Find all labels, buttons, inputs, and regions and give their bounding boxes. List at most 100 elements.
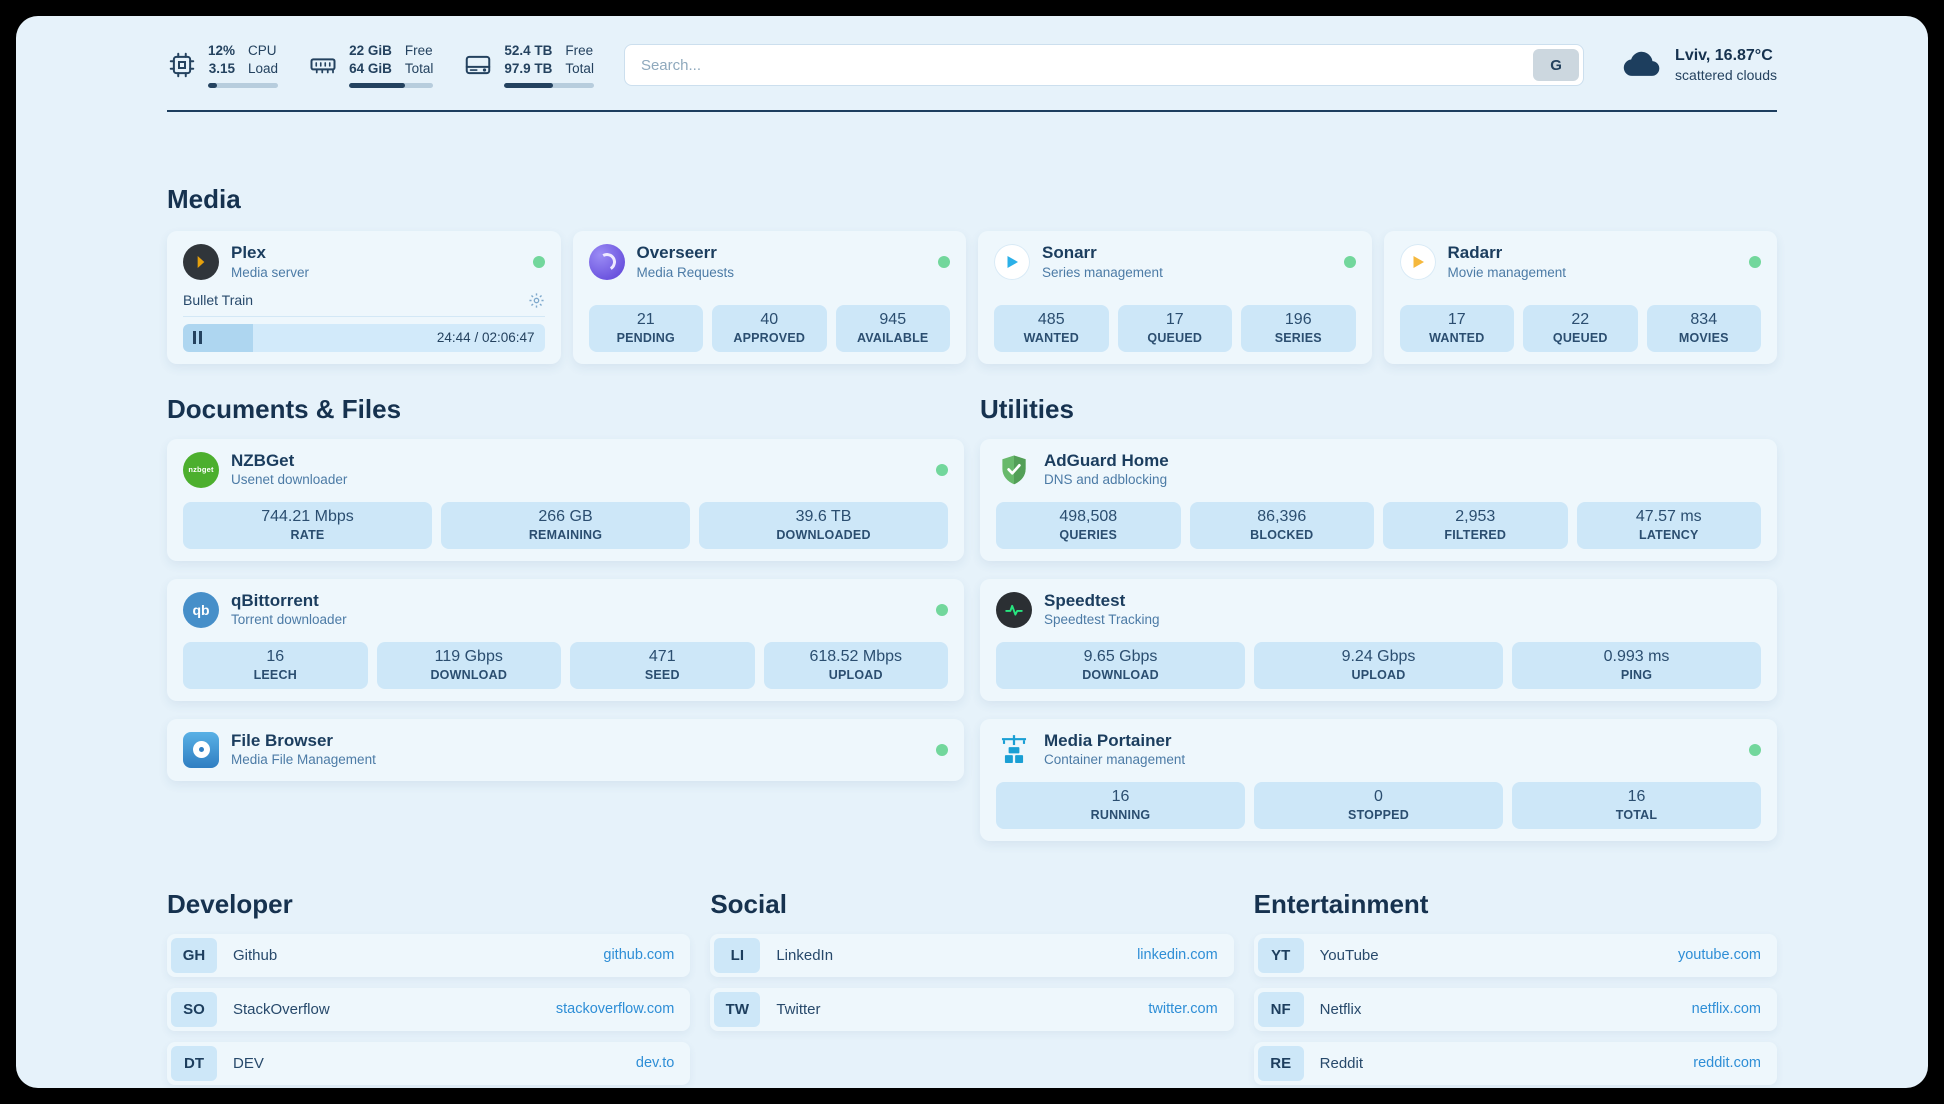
settings-gear-icon[interactable] (528, 292, 545, 309)
stat-value: 618.52 Mbps (809, 647, 902, 665)
stat-box: 2,953 FILTERED (1383, 501, 1568, 549)
stat-value: 16 (1627, 787, 1646, 805)
bookmark-youtube[interactable]: YT YouTube youtube.com (1253, 933, 1777, 977)
bookmark-stackoverflow[interactable]: SO StackOverflow stackoverflow.com (167, 987, 691, 1031)
stat-box: 471 SEED (570, 641, 755, 689)
disk-free-value: 52.4 TB (504, 43, 553, 58)
stat-box: 47.57 ms LATENCY (1576, 501, 1761, 549)
stat-label: SERIES (1274, 330, 1322, 345)
stat-box: 0.993 ms PING (1512, 641, 1761, 689)
bookmark-abbr: DT (171, 1045, 217, 1081)
portainer-card[interactable]: Media Portainer Container management 16 … (980, 718, 1777, 841)
stat-value: 17 (1165, 310, 1184, 328)
service-subtitle: DNS and adblocking (1044, 472, 1168, 488)
bookmark-github[interactable]: GH Github github.com (167, 933, 691, 977)
ram-free-value: 22 GiB (349, 43, 392, 58)
status-dot-online (1749, 256, 1761, 269)
speedtest-card[interactable]: Speedtest Speedtest Tracking 9.65 Gbps D… (980, 578, 1777, 701)
bookmark-abbr: TW (714, 991, 761, 1027)
bookmark-name: YouTube (1319, 946, 1379, 964)
bookmark-dev[interactable]: DT DEV dev.to (167, 1041, 691, 1085)
service-name: NZBGet (231, 450, 295, 470)
service-name: qBittorrent (231, 590, 319, 610)
radarr-card[interactable]: Radarr Movie management 17 WANTED 22 QUE… (1383, 231, 1777, 364)
utilities-section-title: Utilities (980, 393, 1074, 424)
bookmark-url: youtube.com (1677, 947, 1761, 964)
disk-progress-fill (504, 83, 553, 89)
stat-box: 0 STOPPED (1254, 781, 1503, 829)
cpu-icon (167, 50, 197, 80)
bookmark-name: StackOverflow (233, 1000, 330, 1018)
ram-progress-bar (349, 83, 434, 89)
plex-card[interactable]: Plex Media server Bullet Train (167, 231, 561, 364)
service-name: Media Portainer (1044, 730, 1172, 750)
stat-label: RATE (290, 527, 325, 542)
stat-value: 471 (648, 647, 676, 665)
plex-progress-bar[interactable]: 24:44 / 02:06:47 (183, 323, 545, 352)
stat-label: LEECH (253, 667, 297, 682)
bookmark-twitter[interactable]: TW Twitter twitter.com (710, 987, 1234, 1031)
documents-column: Documents & Files nzbget NZBGet Usenet d… (167, 394, 964, 841)
bookmark-url: stackoverflow.com (555, 1001, 675, 1018)
overseerr-card[interactable]: Overseerr Media Requests 21 PENDING 40 A… (572, 231, 966, 364)
search-input[interactable] (623, 44, 1585, 87)
bookmark-url: netflix.com (1691, 1001, 1761, 1018)
sonarr-icon (994, 244, 1030, 281)
stat-label: UPLOAD (828, 667, 883, 682)
cpu-load-value: 3.15 (208, 61, 236, 77)
qbittorrent-card[interactable]: qb qBittorrent Torrent downloader 16 LEE… (167, 578, 964, 701)
social-group: Social LI LinkedIn linkedin.com TW Twitt… (710, 889, 1234, 1085)
media-section-title: Media (167, 184, 241, 215)
bookmark-name: LinkedIn (776, 946, 834, 964)
bookmark-url: reddit.com (1693, 1055, 1761, 1072)
overseerr-icon (588, 244, 625, 281)
developer-group: Developer GH Github github.com SO StackO… (167, 889, 691, 1085)
ram-total-label: Total (404, 61, 434, 77)
filebrowser-card[interactable]: File Browser Media File Management (167, 718, 964, 781)
cpu-label: CPU (248, 43, 277, 58)
pause-button[interactable] (193, 331, 202, 345)
bookmark-url: twitter.com (1148, 1001, 1218, 1018)
bookmark-reddit[interactable]: RE Reddit reddit.com (1253, 1041, 1777, 1085)
service-name: Overseerr (636, 243, 717, 263)
service-name: AdGuard Home (1044, 450, 1169, 470)
plex-icon (183, 244, 219, 281)
disk-widget: 52.4 TB Free 97.9 TB Total (463, 42, 594, 89)
radarr-icon (1399, 244, 1436, 281)
stat-value: 16 (1111, 787, 1130, 805)
service-subtitle: Media server (231, 264, 310, 280)
service-name: Radarr (1447, 243, 1503, 263)
stat-value: 834 (1690, 310, 1718, 328)
bookmark-name: Github (233, 946, 278, 964)
stat-label: TOTAL (1615, 807, 1658, 822)
stat-value: 9.65 Gbps (1083, 647, 1158, 665)
stat-value: 744.21 Mbps (261, 507, 354, 525)
bookmark-netflix[interactable]: NF Netflix netflix.com (1253, 987, 1777, 1031)
bookmark-url: linkedin.com (1137, 947, 1218, 964)
stat-value: 22 (1571, 310, 1590, 328)
filebrowser-icon (183, 731, 219, 768)
stat-box: 39.6 TB DOWNLOADED (699, 501, 948, 549)
status-dot-online (938, 256, 950, 269)
playback-time: 24:44 / 02:06:47 (436, 330, 535, 346)
stat-value: 2,953 (1455, 507, 1496, 525)
sonarr-card[interactable]: Sonarr Series management 485 WANTED 17 Q… (978, 231, 1372, 364)
service-subtitle: Usenet downloader (231, 472, 348, 488)
service-subtitle: Series management (1042, 264, 1163, 280)
service-subtitle: Speedtest Tracking (1044, 612, 1160, 628)
nzbget-icon: nzbget (183, 451, 219, 488)
stat-label: QUEUED (1147, 330, 1203, 345)
stat-label: STOPPED (1348, 807, 1409, 822)
entertainment-group: Entertainment YT YouTube youtube.com NF … (1253, 889, 1777, 1085)
bookmark-abbr: YT (1257, 937, 1304, 973)
stat-value: 498,508 (1059, 507, 1118, 525)
header-divider (167, 110, 1777, 113)
search-engine-button[interactable]: G (1533, 49, 1580, 82)
adguard-card[interactable]: AdGuard Home DNS and adblocking 498,508 … (980, 438, 1777, 561)
stat-box: 22 QUEUED (1523, 304, 1638, 352)
bookmark-name: Twitter (776, 1000, 821, 1018)
nzbget-card[interactable]: nzbget NZBGet Usenet downloader 744.21 M… (167, 438, 964, 561)
stat-box: 17 WANTED (1399, 304, 1514, 352)
bookmark-linkedin[interactable]: LI LinkedIn linkedin.com (710, 933, 1234, 977)
documents-section-title: Documents & Files (167, 393, 402, 424)
